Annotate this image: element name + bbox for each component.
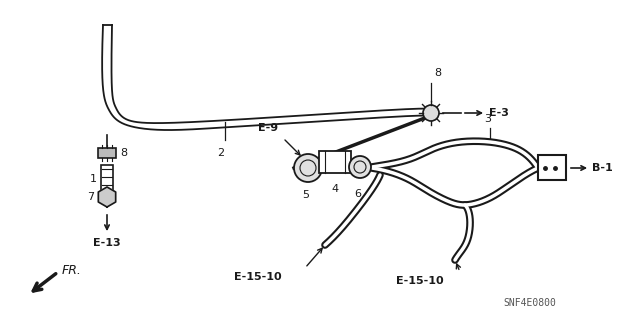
Circle shape <box>294 154 322 182</box>
Text: B-1: B-1 <box>592 163 612 173</box>
FancyBboxPatch shape <box>319 151 351 173</box>
Text: 3: 3 <box>484 114 492 124</box>
FancyBboxPatch shape <box>101 165 113 193</box>
Text: 8: 8 <box>120 148 127 158</box>
Text: FR.: FR. <box>62 263 82 277</box>
Text: 8: 8 <box>434 68 441 78</box>
FancyBboxPatch shape <box>538 155 566 180</box>
Polygon shape <box>99 187 116 207</box>
Text: E-9: E-9 <box>258 123 278 133</box>
Text: 4: 4 <box>332 184 339 194</box>
FancyBboxPatch shape <box>98 148 116 158</box>
Text: 1: 1 <box>90 174 97 184</box>
Circle shape <box>423 105 439 121</box>
Text: E-15-10: E-15-10 <box>234 272 282 282</box>
Text: 6: 6 <box>355 189 362 199</box>
Text: 2: 2 <box>218 148 225 158</box>
Circle shape <box>349 156 371 178</box>
Text: E-13: E-13 <box>93 238 121 248</box>
Text: E-15-10: E-15-10 <box>396 276 444 286</box>
Text: 5: 5 <box>303 190 310 200</box>
Text: SNF4E0800: SNF4E0800 <box>504 298 556 308</box>
Text: 7: 7 <box>87 192 94 202</box>
Text: E-3: E-3 <box>489 108 509 118</box>
